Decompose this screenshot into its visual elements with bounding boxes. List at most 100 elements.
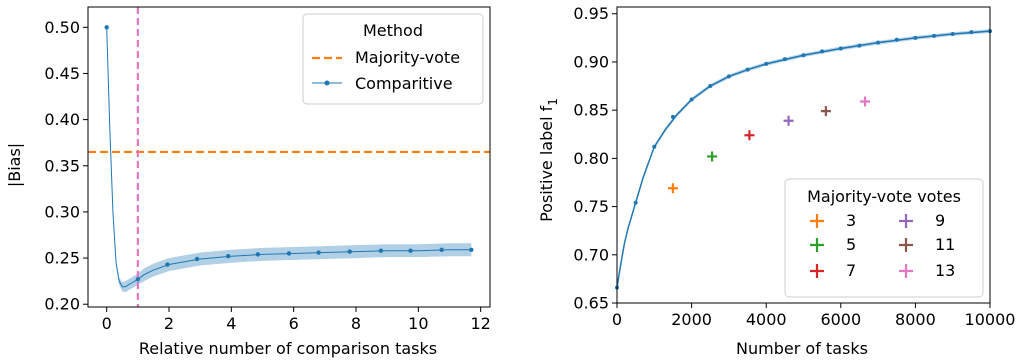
y-tick-label: 0.20 <box>44 295 80 314</box>
curve-point <box>670 114 675 119</box>
curve-point <box>857 43 862 48</box>
comparitive-point <box>104 25 109 30</box>
y-tick-label: 0.25 <box>44 249 80 268</box>
legend-label-3: 3 <box>846 211 856 230</box>
curve-point <box>969 30 974 35</box>
comparitive-line <box>106 27 472 288</box>
y-tick-label: 0.85 <box>573 101 609 120</box>
majority-vote-point-5 <box>707 151 718 162</box>
curve-point <box>913 35 918 40</box>
comparitive-point <box>439 247 444 252</box>
comparitive-point <box>286 251 292 256</box>
x-tick-label: 10 <box>408 314 428 333</box>
comparitive-point <box>135 277 141 282</box>
y-axis-label-subscript: 1 <box>546 98 560 106</box>
positive-label-chart: Positive label f1 Number of tasks 0 2000 4… <box>537 4 1015 358</box>
legend-swatch-5 <box>810 238 824 252</box>
y-tick-label: 0.45 <box>44 64 80 83</box>
x-axis-label: Relative number of comparison tasks <box>139 339 437 358</box>
legend-box <box>784 178 984 298</box>
legend: Method Majority-vote Comparitive <box>302 13 484 105</box>
legend-label-5: 5 <box>846 235 856 254</box>
legend-majority-vote-label: Majority-vote <box>355 48 460 67</box>
y-tick-label: 0.90 <box>573 52 609 71</box>
x-tick-label: 6 <box>289 314 299 333</box>
legend-box <box>302 13 484 105</box>
curve-point <box>894 37 899 42</box>
x-tick-label: 10000 <box>965 310 1016 329</box>
curve-point <box>820 49 825 54</box>
y-tick-label: 0.70 <box>573 245 609 264</box>
legend-label-9: 9 <box>935 211 945 230</box>
comparitive-point <box>226 254 231 259</box>
plot-frame <box>616 6 991 304</box>
x-tick-label: 12 <box>470 314 490 333</box>
y-axis-label: Positive label f1 <box>537 98 560 222</box>
x-tick-label: 4 <box>226 314 236 333</box>
comparitive-point <box>255 252 261 257</box>
comparitive-point <box>408 248 413 253</box>
x-tick-label: 8000 <box>895 310 936 329</box>
y-tick-label: 0.80 <box>573 149 609 168</box>
plot-area <box>88 7 490 307</box>
curve-point <box>876 40 881 45</box>
comparitive-point <box>347 249 352 254</box>
y-tick-label: 0.30 <box>44 202 80 221</box>
y-tick-label: 0.65 <box>573 294 609 313</box>
x-tick-label: 0 <box>612 310 622 329</box>
y-tick-label: 0.95 <box>573 4 609 23</box>
x-tick-label: 2 <box>164 314 174 333</box>
comparitive-point <box>194 256 200 262</box>
curve-point <box>652 144 657 149</box>
curve-point <box>932 33 937 38</box>
legend-title: Majority-vote votes <box>807 187 961 206</box>
curve-line <box>616 30 991 288</box>
majority-vote-point-7 <box>744 130 755 141</box>
x-tick-label: 4000 <box>746 310 787 329</box>
curve-point <box>782 57 787 62</box>
legend-swatch-9 <box>899 214 913 228</box>
y-tick-label: 0.35 <box>44 156 80 175</box>
legend-swatch-13 <box>899 264 913 278</box>
legend-swatch-11 <box>899 238 913 252</box>
comparitive-point <box>469 247 474 252</box>
x-axis-label: Number of tasks <box>736 339 868 358</box>
curve-point <box>838 46 843 51</box>
y-tick-label: 0.40 <box>44 110 80 129</box>
curve-point <box>708 84 713 89</box>
comparitive-point <box>378 248 384 253</box>
x-tick-label: 8 <box>351 314 361 333</box>
x-tick-label: 0 <box>102 314 112 333</box>
legend-label-11: 11 <box>935 235 955 254</box>
legend: Majority-vote votes 3 5 7 9 11 13 <box>784 178 984 298</box>
curve-point <box>726 74 731 79</box>
legend-swatch-7 <box>810 264 824 278</box>
y-tick-label: 0.50 <box>44 18 80 37</box>
curve-point <box>689 97 694 102</box>
x-tick-label: 6000 <box>820 310 861 329</box>
y-tick-label: 0.75 <box>573 197 609 216</box>
comparitive-point <box>165 262 170 267</box>
curve-point <box>764 61 769 66</box>
legend-label-13: 13 <box>935 261 955 280</box>
plot-area <box>615 29 992 290</box>
plot-frame <box>87 6 491 308</box>
legend-comparitive-label: Comparitive <box>355 74 453 93</box>
curve-point <box>745 67 750 72</box>
x-tick-label: 2000 <box>671 310 712 329</box>
majority-vote-point-13 <box>860 96 871 107</box>
legend-comparitive-swatch-marker <box>324 80 330 86</box>
curve-point <box>633 200 638 205</box>
y-axis-label-text: Positive label f <box>537 105 556 222</box>
legend-title: Method <box>363 21 423 40</box>
curve-point <box>950 31 955 36</box>
majority-vote-point-3 <box>667 183 678 194</box>
legend-label-7: 7 <box>846 261 856 280</box>
majority-vote-point-11 <box>820 106 831 117</box>
comparitive-point <box>316 250 321 255</box>
majority-vote-point-9 <box>783 115 794 126</box>
curve-point <box>801 53 806 58</box>
legend-swatch-3 <box>810 214 824 228</box>
bias-chart: |Bias| Relative number of comparison tas… <box>5 6 491 358</box>
